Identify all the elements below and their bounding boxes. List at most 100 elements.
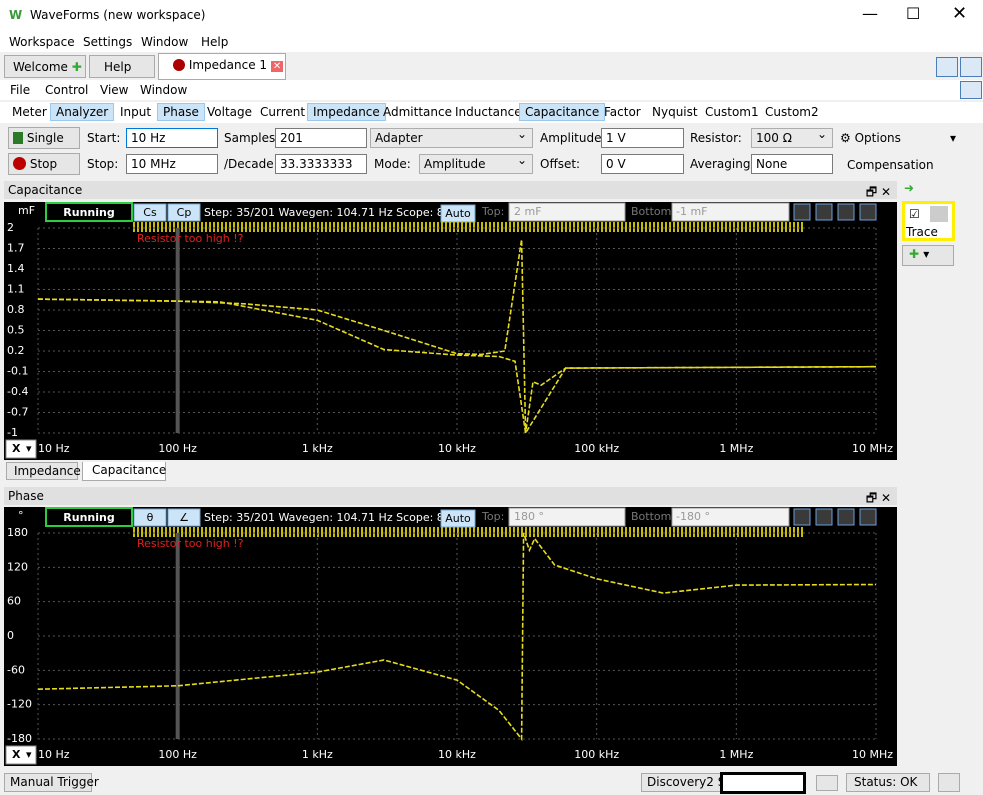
menu-item[interactable]: Control	[45, 83, 89, 97]
averaging-combo[interactable]: None	[751, 154, 833, 174]
amplitude-combo[interactable]: 1 V	[601, 128, 684, 148]
menu-item[interactable]: Workspace	[9, 35, 75, 49]
tool-icon[interactable]	[837, 203, 855, 221]
mode-button[interactable]: Nyquist	[652, 105, 698, 119]
layout-icon[interactable]	[960, 57, 982, 77]
plot: Running Cs Cp Step: 35/201 Wavegen: 104.71 …	[4, 202, 897, 460]
stop-input[interactable]: 10 MHz	[126, 154, 218, 174]
dropdown[interactable]: ▾	[950, 131, 957, 145]
mode-button[interactable]: Admittance	[383, 105, 452, 119]
panel-title: Phase	[8, 489, 44, 503]
adapter-combo[interactable]: Adapter	[370, 127, 533, 148]
mode-button[interactable]: Analyzer	[50, 103, 115, 121]
mode-button[interactable]: Custom1	[705, 105, 759, 119]
y-tick-label: 60	[7, 595, 21, 608]
tab[interactable]: Impedance	[6, 462, 81, 480]
bottom-combo[interactable]	[671, 507, 790, 527]
mode-button[interactable]: Custom2	[765, 105, 819, 119]
tool-icon[interactable]	[793, 508, 811, 526]
menu-item[interactable]: Help	[201, 35, 229, 49]
options-button[interactable]: ⚙ Options	[840, 131, 901, 145]
layout-icon[interactable]	[936, 57, 958, 77]
warning: Resistor too high !?	[137, 537, 244, 550]
offset-combo[interactable]: 0 V	[601, 154, 684, 174]
mode-button[interactable]: Voltage	[207, 105, 253, 119]
toggle-label: Cs	[143, 206, 157, 219]
compensation-button[interactable]: Compensation	[847, 158, 934, 172]
trace-box[interactable]: ☑ Trace	[902, 201, 955, 241]
status: Running	[63, 206, 114, 219]
checkbox[interactable]: ☑	[909, 207, 920, 221]
menu-item[interactable]: View	[100, 83, 129, 97]
auto-label: Auto	[445, 512, 471, 525]
mode-button[interactable]: Factor	[604, 105, 641, 119]
x-button-arrow: ▾	[26, 748, 32, 761]
resistor-combo[interactable]: 100 Ω	[751, 127, 833, 148]
toggle-button[interactable]	[167, 203, 201, 222]
mode-button[interactable]: Inductance	[455, 105, 522, 119]
top-combo[interactable]	[508, 507, 626, 527]
trace-label: Trace	[906, 225, 938, 239]
panel-controls[interactable]: 🗗 ✕	[865, 185, 891, 199]
tool-icon[interactable]	[859, 203, 877, 221]
tab-close[interactable]: ✕	[270, 61, 284, 72]
tab[interactable]: Help	[89, 55, 155, 78]
toggle-button[interactable]	[167, 508, 201, 527]
single-button[interactable]: Single	[8, 127, 80, 149]
scrollbar[interactable]	[963, 200, 981, 766]
x-button[interactable]	[5, 745, 37, 765]
x-tick-label: 100 kHz	[574, 442, 619, 455]
toggle-button[interactable]	[133, 508, 167, 527]
menu-item[interactable]: File	[10, 83, 31, 97]
tab-active[interactable]: Capacitance	[82, 462, 166, 481]
tool-icon[interactable]	[815, 508, 833, 526]
layout-icon[interactable]	[960, 81, 982, 99]
y-tick-label: -1	[7, 426, 18, 439]
tab[interactable]: Welcome ✚	[4, 55, 86, 78]
tab-active[interactable]: Impedance 1 ✕	[158, 53, 286, 80]
x-button[interactable]	[5, 439, 37, 459]
icon-button[interactable]	[938, 773, 960, 792]
mode-button[interactable]: Impedance	[307, 103, 386, 121]
mode-combo[interactable]: Amplitude	[419, 153, 533, 174]
gear[interactable]	[930, 206, 948, 222]
stop-button[interactable]: Stop	[8, 153, 80, 175]
decade-input[interactable]: 33.3333333	[275, 154, 367, 174]
menu-item[interactable]: Window	[140, 83, 188, 97]
close[interactable]: ✕	[952, 3, 968, 24]
top-combo[interactable]	[508, 202, 626, 222]
trace	[37, 239, 877, 434]
minimize[interactable]: —	[862, 4, 878, 23]
panel-controls[interactable]: 🗗 ✕	[865, 491, 891, 505]
samples-input[interactable]: 201	[275, 128, 367, 148]
tool-icon[interactable]	[793, 203, 811, 221]
arrow[interactable]: ➜	[904, 181, 915, 195]
bottom-combo[interactable]	[671, 202, 790, 222]
mode-button[interactable]: Capacitance	[519, 103, 606, 121]
y-tick-label: 0.8	[7, 303, 25, 316]
mode-button[interactable]: Phase	[157, 103, 205, 121]
x-tick-label: 100 Hz	[158, 748, 197, 761]
bottom-label: Bottom:	[631, 510, 675, 523]
menu-item[interactable]: Settings	[83, 35, 133, 49]
icon-button[interactable]	[816, 775, 838, 791]
y-tick-label: -0.1	[7, 365, 28, 378]
toggle-label: ∠	[179, 511, 189, 524]
toggle-button[interactable]	[133, 203, 167, 222]
start-input[interactable]: 10 Hz	[126, 128, 218, 148]
toggle-label: θ	[147, 511, 154, 524]
icon	[13, 132, 23, 144]
tool-icon[interactable]	[837, 508, 855, 526]
device[interactable]: Discovery2 SN	[641, 773, 723, 792]
tool-icon[interactable]	[859, 508, 877, 526]
tool-icon[interactable]	[815, 203, 833, 221]
mode-button[interactable]: Input	[120, 105, 152, 119]
menu-item[interactable]: Window	[141, 35, 189, 49]
add-trace[interactable]: ✚ ▾	[902, 245, 954, 266]
mode-button[interactable]: Meter	[12, 105, 47, 119]
mode-button[interactable]: Current	[260, 105, 306, 119]
trigger-button[interactable]: Manual Trigger	[4, 773, 99, 792]
x-button-label: X	[12, 442, 21, 455]
maximize[interactable]: ☐	[906, 4, 921, 23]
